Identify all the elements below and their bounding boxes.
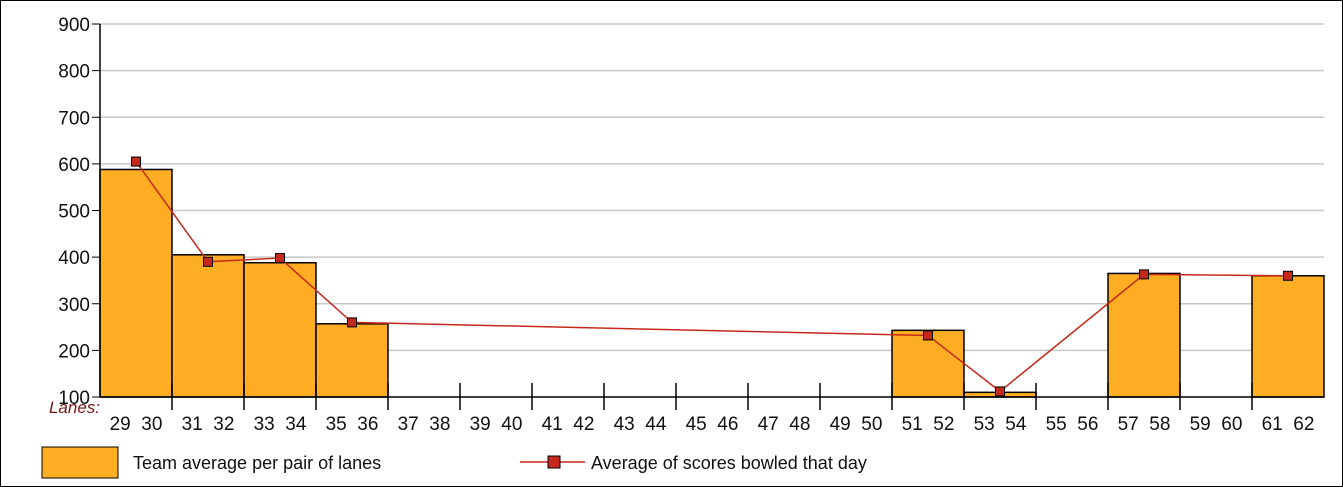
x-ticks: 29 30 31 32 33 34 35 36 37 38 39 40 41 42 43 44 45 46 47 48…: [110, 383, 1314, 435]
legend-bar-label: Team average per pair of lanes: [133, 453, 381, 473]
average-line-path: [135, 161, 1289, 393]
bar: [171, 254, 245, 398]
x-tick-label: 34: [285, 414, 307, 435]
y-tick-label: 600: [58, 155, 90, 176]
x-tick-label: 31: [182, 414, 203, 435]
y-tick-label: 800: [58, 62, 90, 83]
x-tick-label: 42: [573, 414, 594, 435]
x-tick-label: 38: [429, 414, 450, 435]
average-marker: [995, 386, 1005, 397]
x-tick-label: 30: [141, 414, 162, 435]
x-tick-label: 36: [357, 414, 378, 435]
x-tick-label: 60: [1221, 414, 1242, 435]
legend-line-label: Average of scores bowled that day: [591, 453, 867, 473]
bar: [99, 168, 173, 398]
bar: [1107, 272, 1181, 398]
x-tick-label: 57: [1118, 414, 1139, 435]
x-tick-label: 39: [470, 414, 491, 435]
y-tick-label: 100: [58, 388, 90, 409]
x-tick-label: 47: [758, 414, 779, 435]
average-marker: [203, 256, 213, 267]
x-tick-label: 33: [254, 414, 275, 435]
x-tick-label: 41: [542, 414, 563, 435]
y-tick-label: 900: [58, 15, 90, 36]
x-tick-label: 55: [1046, 414, 1067, 435]
x-tick-label: 53: [974, 414, 995, 435]
x-tick-label: 54: [1005, 414, 1027, 435]
bar: [243, 261, 317, 398]
x-tick-label: 56: [1077, 414, 1098, 435]
average-marker: [347, 317, 357, 328]
average-marker: [1283, 270, 1293, 281]
x-tick-label: 43: [614, 414, 635, 435]
x-tick-label: 59: [1190, 414, 1211, 435]
bar: [315, 323, 389, 398]
y-tick-label: 400: [58, 248, 90, 269]
y-tick-label: 500: [58, 202, 90, 223]
average-marker: [131, 156, 141, 167]
x-tick-label: 45: [686, 414, 707, 435]
x-tick-label: 29: [110, 414, 131, 435]
x-tick-label: 49: [830, 414, 851, 435]
x-tick-label: 44: [645, 414, 667, 435]
average-marker: [275, 253, 285, 264]
lanes-label: Lanes:: [49, 398, 100, 417]
average-marker: [923, 330, 933, 341]
average-marker: [1139, 269, 1149, 280]
legend: Team average per pair of lanes Average o…: [41, 446, 867, 479]
x-tick-label: 52: [933, 414, 954, 435]
x-tick-label: 40: [501, 414, 522, 435]
x-tick-label: 58: [1149, 414, 1170, 435]
x-tick-label: 32: [213, 414, 234, 435]
legend-line-marker: [547, 455, 561, 469]
y-tick-label: 200: [58, 341, 90, 362]
y-ticks: 100 200 300 400 500 600 700 800 900: [58, 15, 100, 409]
legend-bar-swatch: [41, 446, 119, 479]
bars: [99, 168, 1325, 398]
x-tick-label: 62: [1293, 414, 1314, 435]
average-line: [131, 156, 1293, 397]
x-tick-label: 61: [1262, 414, 1283, 435]
x-tick-label: 50: [861, 414, 882, 435]
y-tick-label: 300: [58, 295, 90, 316]
x-tick-label: 35: [326, 414, 347, 435]
x-tick-label: 37: [398, 414, 419, 435]
x-tick-label: 48: [789, 414, 810, 435]
bar: [1251, 275, 1325, 398]
y-tick-label: 700: [58, 108, 90, 129]
x-tick-label: 46: [717, 414, 738, 435]
x-tick-label: 51: [902, 414, 923, 435]
